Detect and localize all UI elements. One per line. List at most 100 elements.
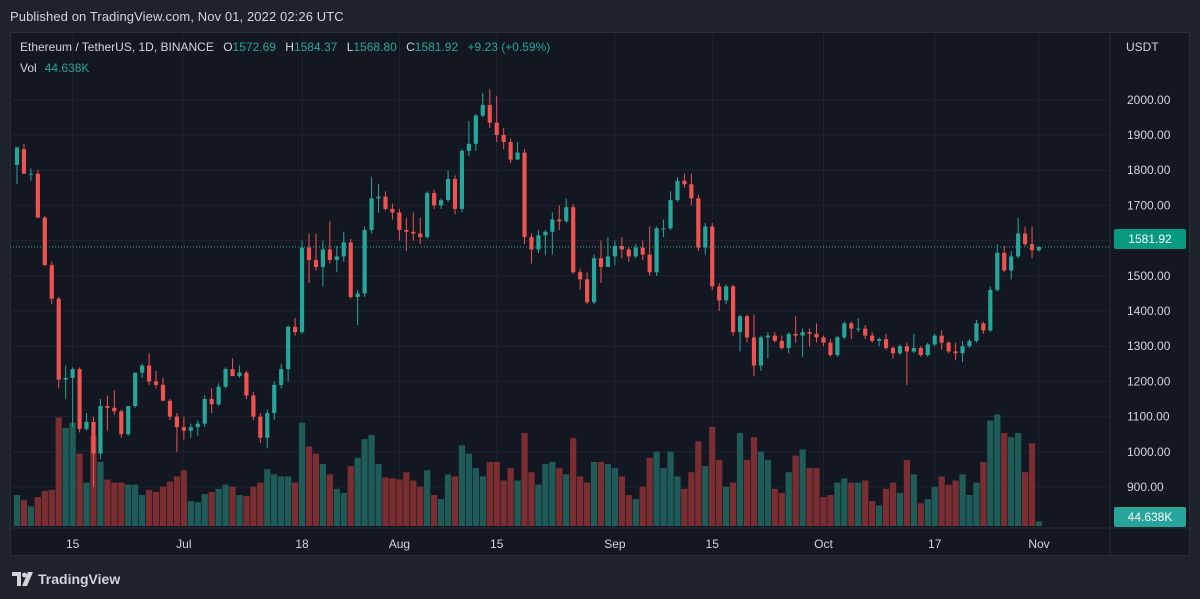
candle-body (828, 342, 833, 355)
candle-body (654, 228, 659, 273)
candle-body (856, 328, 861, 330)
candle-body (647, 254, 652, 273)
candle-body (591, 258, 597, 303)
volume-bar (187, 501, 194, 526)
time-axis[interactable]: 15 Jul 18 Aug 15 Sep 15 Oct 17 Nov (66, 537, 1050, 551)
price-axis[interactable]: 900.00 1000.00 1100.00 1200.00 1300.00 1400.0… (1127, 93, 1171, 494)
volume-bar (917, 503, 924, 526)
symbol-title[interactable]: Ethereum / TetherUS, 1D, BINANCE (20, 40, 214, 54)
candle-body (223, 369, 228, 387)
volume-bar (903, 459, 911, 526)
candle-body (439, 200, 444, 206)
volume-bar (132, 484, 139, 526)
candle-body (14, 147, 20, 165)
volume-bar (785, 472, 792, 526)
volume-key[interactable]: Vol (20, 61, 37, 75)
candle-body (564, 207, 569, 222)
volume-bar (410, 480, 417, 526)
tradingview-logo-icon (12, 572, 33, 586)
x-tick-label: 15 (66, 537, 80, 551)
volume-bar (83, 482, 90, 526)
volume-bar (924, 499, 931, 526)
volume-bar (403, 472, 410, 526)
candles (14, 89, 1042, 487)
volume-bar (570, 438, 577, 526)
volume-bar (709, 426, 716, 526)
volume-bar (396, 479, 403, 526)
volume-bar (820, 497, 827, 526)
candle-body (452, 179, 458, 209)
volume-bar (354, 457, 361, 526)
candle-body (21, 149, 27, 174)
candle-body (612, 245, 617, 257)
candle-body (501, 135, 506, 143)
candle-body (77, 369, 82, 429)
volume-bar (653, 451, 660, 526)
candle-body (522, 152, 527, 238)
volume-bar (333, 488, 340, 526)
candle-body (320, 249, 325, 267)
candle-body (981, 323, 986, 331)
volume-bar (76, 453, 83, 526)
candle-body (786, 333, 791, 348)
volume-bar (125, 484, 132, 526)
candle-body (466, 143, 471, 151)
volume-bar (493, 461, 500, 526)
low-key: L (346, 40, 354, 54)
candle-body (737, 316, 743, 333)
candle-body (661, 228, 666, 230)
volume-bar (319, 464, 327, 526)
close-key: C (406, 40, 415, 54)
x-tick-label: 17 (928, 537, 942, 551)
footer (0, 556, 1200, 599)
y-tick-label: 1300.00 (1127, 339, 1171, 353)
volume-bar (479, 476, 486, 526)
volume-bar (13, 495, 21, 526)
high-key: H (285, 40, 294, 54)
candle-body (286, 326, 291, 370)
volume-bar (118, 482, 125, 526)
volume-bar (625, 495, 632, 526)
volume-bar (556, 468, 563, 526)
candle-body (91, 421, 96, 454)
candlestick-chart[interactable]: 900.00 1000.00 1100.00 1200.00 1300.00 1400.0… (10, 32, 1190, 556)
candle-body (119, 411, 124, 435)
volume-bar (987, 420, 994, 526)
volume-bar (583, 482, 591, 526)
volume-bar (55, 417, 62, 526)
candle-body (536, 235, 541, 250)
candle-body (897, 346, 903, 354)
price-unit[interactable]: USDT (1126, 40, 1159, 54)
candle-body (432, 193, 437, 206)
volume-legend: Vol 44.638K (20, 61, 89, 75)
candle-body (890, 347, 896, 354)
volume-bar (264, 469, 271, 526)
volume-bar (729, 482, 737, 526)
volume-bar (597, 461, 605, 526)
candle-body (675, 180, 680, 201)
volume-bar (1035, 521, 1043, 526)
y-tick-label: 2000.00 (1127, 93, 1171, 107)
candle-body (327, 249, 332, 260)
volume-bar (139, 495, 146, 526)
candle-body (932, 335, 937, 345)
y-tick-label: 1800.00 (1127, 163, 1171, 177)
volume-bar (285, 476, 292, 526)
candle-body (181, 427, 186, 431)
volume-bar (702, 466, 709, 526)
candle-body (35, 173, 40, 218)
volume-bar (577, 476, 584, 526)
volume-bar (632, 499, 639, 526)
tradingview-logo[interactable]: TradingView (12, 571, 120, 587)
volume-bar (882, 488, 890, 526)
last-volume-badge: 44.638K (1114, 507, 1186, 527)
volume-bar (862, 480, 869, 526)
volume-bar (465, 453, 473, 526)
candle-body (863, 328, 868, 336)
candle-body (772, 335, 777, 341)
candle-body (904, 346, 909, 352)
x-tick-label: Jul (176, 537, 191, 551)
volume-bar (514, 480, 521, 526)
candle-body (1029, 244, 1035, 251)
volume-bar (424, 470, 431, 526)
